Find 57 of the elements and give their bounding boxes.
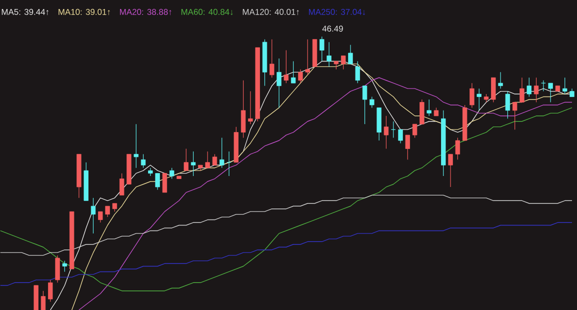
candlestick — [512, 102, 518, 130]
candlestick — [412, 124, 418, 138]
candlestick — [62, 260, 68, 272]
candlestick — [348, 44, 353, 64]
candlestick — [205, 150, 210, 168]
candlestick — [455, 137, 460, 160]
candlestick — [426, 99, 432, 116]
candlestick — [534, 77, 539, 102]
candlestick — [398, 129, 403, 144]
candlestick — [548, 82, 553, 102]
candlestick — [505, 90, 510, 119]
candlestick — [562, 77, 568, 94]
text: MA60: 40.84↓ — [181, 8, 233, 15]
candlestick — [405, 134, 410, 160]
candlestick — [248, 90, 253, 124]
text: MA250: 37.04↓ — [309, 8, 365, 15]
candlestick — [170, 167, 174, 179]
candlestick — [491, 77, 496, 102]
candlestick — [90, 197, 96, 234]
candlestick — [290, 60, 296, 84]
candlestick — [476, 88, 482, 111]
candlestick — [362, 85, 368, 124]
candlestick — [520, 77, 524, 102]
candlestick — [448, 154, 453, 188]
candlestick — [190, 150, 196, 176]
candlestick — [55, 254, 60, 283]
candlestick — [212, 154, 218, 166]
candlestick — [355, 60, 360, 84]
candlestick — [370, 96, 374, 108]
candlestick — [384, 115, 389, 149]
text: MA5: 39.44↑ — [2, 8, 48, 15]
candlestick — [184, 148, 188, 171]
candlestick — [270, 38, 274, 78]
candlestick — [48, 279, 53, 302]
candlestick — [326, 42, 332, 67]
candlestick — [220, 137, 224, 168]
candlestick — [162, 172, 168, 193]
text: MA120: 40.01↑ — [242, 8, 299, 15]
text: MA20: 38.88↑ — [120, 8, 172, 15]
candlestick — [470, 82, 474, 108]
candlestick — [341, 55, 346, 70]
candlestick — [240, 80, 246, 138]
candlestick — [140, 154, 146, 168]
candlestick — [298, 68, 303, 84]
candlestick — [276, 58, 282, 108]
candlestick — [119, 172, 124, 196]
candlestick — [498, 72, 503, 89]
text: MA10: 39.01↑ — [58, 8, 110, 15]
candlestick — [284, 50, 289, 84]
candlestick — [420, 99, 424, 124]
candlestick — [305, 38, 310, 76]
candlestick — [320, 36, 324, 62]
text: 46.49 — [322, 25, 343, 32]
candlestick — [155, 172, 160, 190]
candlestick — [391, 120, 396, 138]
candlestick — [526, 77, 532, 97]
candlestick — [134, 124, 138, 168]
